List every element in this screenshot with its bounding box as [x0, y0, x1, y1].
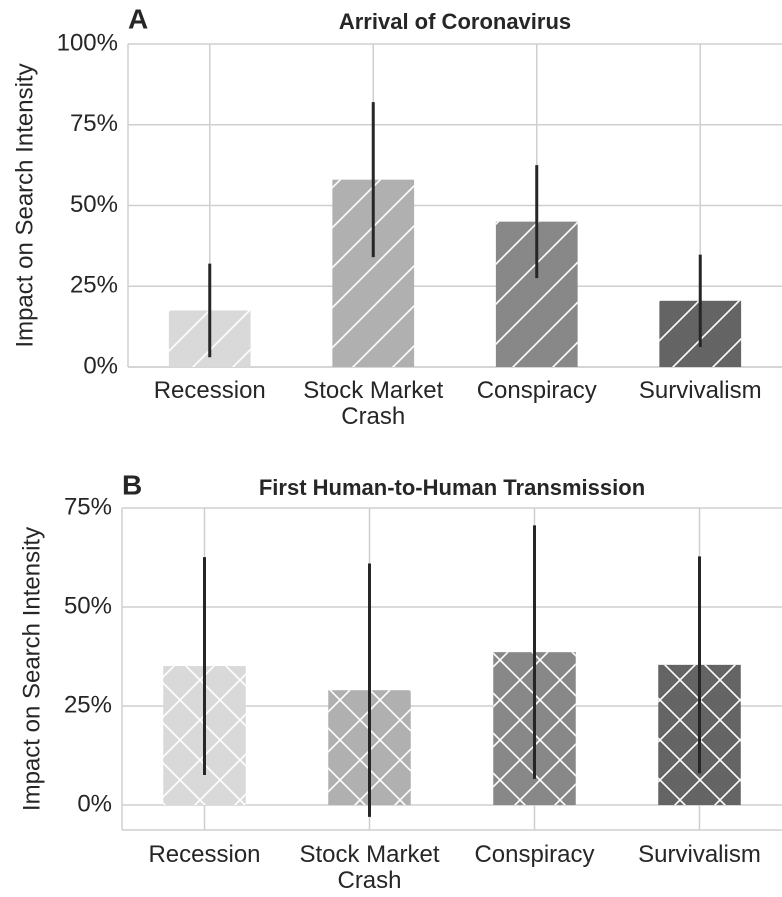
panel-label: A: [128, 3, 148, 34]
chart-title: First Human-to-Human Transmission: [259, 475, 645, 500]
chart-title: Arrival of Coronavirus: [339, 9, 571, 34]
x-tick-label: Survivalism: [638, 841, 761, 868]
y-tick-label: 50%: [64, 592, 112, 619]
y-tick-label: 100%: [57, 29, 118, 56]
y-axis-label: Impact on Search Intensity: [11, 63, 38, 347]
y-tick-label: 75%: [64, 493, 112, 520]
x-tick-label: Recession: [153, 377, 266, 404]
y-tick-label: 0%: [83, 352, 118, 379]
y-tick-label: 50%: [70, 191, 118, 218]
x-tick-label: Stock Market Crash: [299, 841, 440, 894]
y-tick-label: 25%: [70, 272, 118, 299]
y-tick-label: 75%: [70, 110, 118, 137]
y-axis-label: Impact on Search Intensity: [18, 527, 45, 811]
y-tick-label: 25%: [64, 691, 112, 718]
x-tick-label: Recession: [148, 841, 261, 868]
x-tick-label: Stock Market Crash: [303, 377, 444, 430]
panel-label: B: [122, 469, 142, 500]
x-tick-label: Conspiracy: [476, 377, 597, 404]
x-tick-label: Conspiracy: [474, 841, 595, 868]
x-tick-label: Survivalism: [638, 377, 762, 404]
y-tick-label: 0%: [77, 790, 112, 817]
